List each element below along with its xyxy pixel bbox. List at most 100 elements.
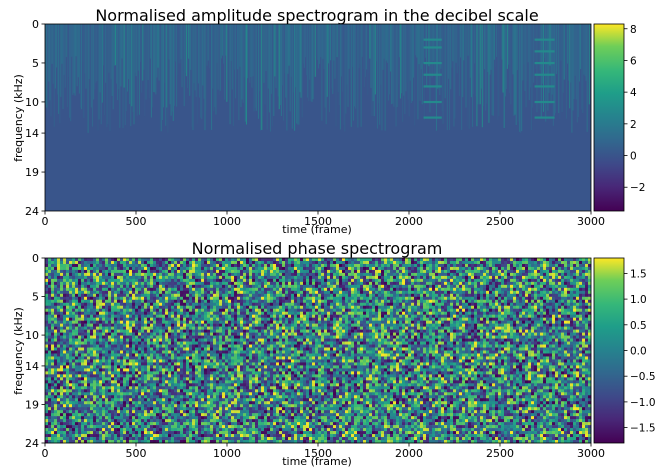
phase-cell — [255, 273, 258, 276]
phase-cell — [54, 261, 57, 264]
phase-cell — [420, 321, 423, 324]
phase-cell — [399, 324, 402, 327]
amplitude-panel: Normalised amplitude spectrogram in the … — [12, 6, 645, 236]
phase-cell — [543, 282, 546, 285]
phase-cell — [141, 276, 144, 279]
phase-cell — [180, 279, 183, 282]
phase-cell — [210, 327, 213, 330]
phase-cell — [198, 279, 201, 282]
phase-cell — [159, 330, 162, 333]
phase-cell — [399, 315, 402, 318]
phase-cell — [360, 327, 363, 330]
phase-cell — [561, 306, 564, 309]
phase-cell — [216, 285, 219, 288]
phase-cell — [483, 315, 486, 318]
phase-cell — [267, 276, 270, 279]
phase-cell — [282, 297, 285, 300]
amplitude-stripe — [177, 24, 178, 76]
phase-cell — [111, 270, 114, 273]
phase-cell — [225, 321, 228, 324]
phase-cell — [72, 312, 75, 315]
phase-cell — [384, 261, 387, 264]
phase-cell — [516, 267, 519, 270]
amplitude-stripe — [96, 24, 97, 81]
phase-cell — [96, 318, 99, 321]
phase-cell — [420, 327, 423, 330]
phase-cell — [120, 288, 123, 291]
phase-cell — [141, 330, 144, 333]
phase-cell — [396, 285, 399, 288]
phase-cell — [72, 276, 75, 279]
amplitude-stripe — [410, 24, 411, 81]
phase-cell — [528, 291, 531, 294]
phase-cell — [48, 315, 51, 318]
phase-cell — [243, 309, 246, 312]
phase-cell — [369, 303, 372, 306]
phase-cell — [486, 300, 489, 303]
phase-cell — [183, 261, 186, 264]
phase-cell — [513, 264, 516, 267]
phase-cell — [549, 294, 552, 297]
phase-cell — [585, 279, 588, 282]
amplitude-stripe — [133, 24, 134, 124]
phase-cell — [525, 300, 528, 303]
phase-cell — [348, 303, 351, 306]
phase-cell — [306, 270, 309, 273]
phase-cell — [147, 318, 150, 321]
phase-cell — [51, 324, 54, 327]
phase-cell — [435, 297, 438, 300]
phase-cell — [90, 288, 93, 291]
phase-cell — [468, 258, 471, 261]
phase-cell — [69, 324, 72, 327]
phase-cell — [279, 303, 282, 306]
phase-cell — [222, 264, 225, 267]
phase-cell — [513, 258, 516, 261]
phase-cell — [297, 306, 300, 309]
phase-cell — [297, 270, 300, 273]
phase-cell — [153, 303, 156, 306]
phase-cell — [402, 327, 405, 330]
phase-cell — [213, 291, 216, 294]
amplitude-stripe — [280, 24, 281, 105]
phase-cell — [468, 312, 471, 315]
phase-cell — [495, 324, 498, 327]
phase-cell — [144, 318, 147, 321]
phase-cell — [369, 327, 372, 330]
phase-cell — [63, 273, 66, 276]
phase-cell — [102, 303, 105, 306]
phase-cell — [402, 303, 405, 306]
phase-cell — [282, 309, 285, 312]
phase-cell — [81, 297, 84, 300]
phase-cell — [405, 261, 408, 264]
phase-cell — [507, 300, 510, 303]
phase-cell — [204, 306, 207, 309]
phase-cell — [147, 294, 150, 297]
phase-cell — [96, 282, 99, 285]
phase-cell — [519, 324, 522, 327]
phase-cell — [531, 297, 534, 300]
amplitude-stripe — [136, 24, 137, 76]
amplitude-stripe — [263, 24, 264, 83]
phase-cell — [312, 318, 315, 321]
phase-cell — [159, 267, 162, 270]
phase-cell — [84, 312, 87, 315]
phase-cell — [183, 258, 186, 261]
phase-cell — [222, 327, 225, 330]
phase-cell — [177, 279, 180, 282]
phase-cell — [87, 297, 90, 300]
phase-cell — [432, 288, 435, 291]
phase-cell — [150, 276, 153, 279]
phase-cell — [123, 321, 126, 324]
phase-cell — [546, 279, 549, 282]
phase-cell — [60, 321, 63, 324]
phase-cell — [513, 279, 516, 282]
phase-cell — [300, 267, 303, 270]
phase-cell — [168, 276, 171, 279]
phase-cell — [519, 267, 522, 270]
phase-cell — [306, 273, 309, 276]
phase-cell — [525, 315, 528, 318]
phase-cell — [546, 327, 549, 330]
phase-cell — [216, 261, 219, 264]
phase-cell — [60, 258, 63, 261]
phase-cell — [531, 294, 534, 297]
